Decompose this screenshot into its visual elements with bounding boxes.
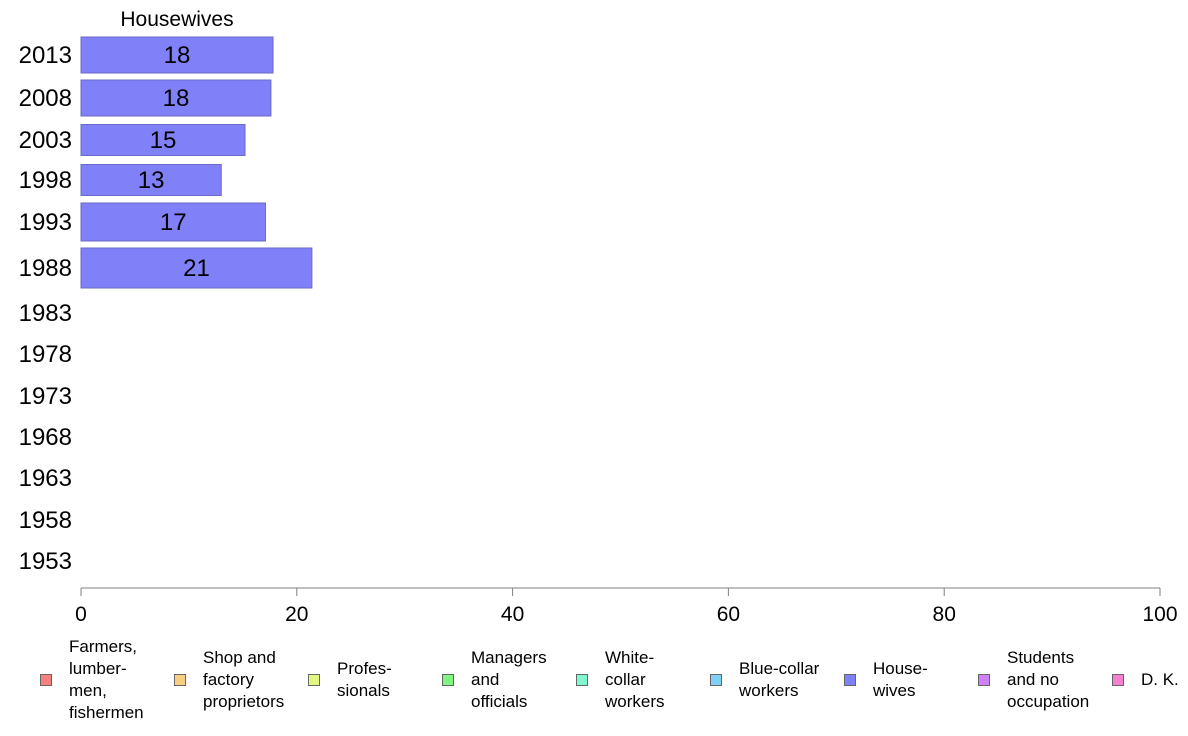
bar-data-label: 18	[164, 42, 191, 69]
legend-swatch	[978, 674, 990, 686]
bar-data-label: 17	[160, 209, 187, 236]
legend-item: Farmers, lumber- men, fishermen	[40, 637, 144, 722]
legend-label: House- wives	[873, 659, 928, 700]
bar	[80, 247, 313, 289]
legend-item: Students and no occupation	[978, 640, 1089, 720]
bar	[80, 202, 267, 242]
legend-item: House- wives	[844, 640, 928, 720]
legend-item: Blue-collar workers	[710, 640, 819, 720]
x-tick-label: 100	[1142, 603, 1177, 626]
bar	[80, 79, 272, 117]
y-tick-label: 1998	[19, 167, 72, 194]
bar	[80, 36, 274, 74]
y-tick-label: 2003	[19, 127, 72, 154]
legend-item: White- collar workers	[576, 640, 665, 720]
chart-title: Housewives	[120, 8, 233, 31]
legend-item: Profes- sionals	[308, 640, 392, 720]
y-tick-label: 1973	[19, 383, 72, 410]
x-tick-label: 0	[75, 603, 87, 626]
legend-swatch	[308, 674, 320, 686]
bar-data-label: 21	[183, 255, 210, 282]
legend-label: Shop and factory proprietors	[203, 648, 285, 711]
legend-item: D. K.	[1112, 640, 1179, 720]
bar-data-label: 18	[163, 85, 190, 112]
legend-swatch	[40, 674, 52, 686]
y-axis-labels: 2013 2008 2003 1998 1993 1988 1983 1978 1973 1968…	[19, 42, 72, 575]
legend-swatch	[174, 674, 186, 686]
bar	[80, 124, 246, 156]
legend-swatch	[844, 674, 856, 686]
y-tick-label: 1953	[19, 548, 72, 575]
legend: Farmers, lumber- men, fishermen Shop and …	[0, 637, 1188, 730]
bar-data-label: 15	[150, 127, 177, 154]
legend-item: Shop and factory proprietors	[174, 640, 284, 720]
legend-swatch	[1112, 674, 1124, 686]
y-tick-label: 1983	[19, 300, 72, 327]
y-tick-label: 1968	[19, 424, 72, 451]
x-tick-label: 20	[285, 603, 308, 626]
legend-swatch	[710, 674, 722, 686]
legend-label: Managers and officials	[471, 648, 547, 711]
x-tick-label: 80	[933, 603, 956, 626]
bar	[80, 164, 222, 196]
x-axis: 0 20 40 60 80 100	[75, 587, 1178, 626]
y-tick-label: 1993	[19, 209, 72, 236]
legend-label: Students and no occupation	[1007, 648, 1090, 711]
x-tick-label: 40	[501, 603, 524, 626]
bar-data-label: 13	[138, 167, 165, 194]
legend-swatch	[576, 674, 588, 686]
legend-label: White- collar workers	[605, 648, 665, 711]
y-tick-label: 2008	[19, 85, 72, 112]
legend-label: Farmers, lumber- men, fishermen	[69, 637, 144, 722]
y-tick-label: 1988	[19, 255, 72, 282]
legend-label: D. K.	[1141, 670, 1179, 689]
y-tick-label: 1958	[19, 507, 72, 534]
bar-chart: Housewives 18 18 15 13 17 21 2013 2008 2003 1998…	[19, 8, 1178, 626]
x-tick-label: 60	[717, 603, 740, 626]
y-tick-label: 2013	[19, 42, 72, 69]
y-tick-label: 1978	[19, 341, 72, 368]
bars-group: 18 18 15 13 17 21	[80, 36, 313, 289]
legend-item: Managers and officials	[442, 640, 547, 720]
legend-swatch	[442, 674, 454, 686]
legend-label: Blue-collar workers	[739, 659, 820, 700]
legend-label: Profes- sionals	[337, 659, 392, 700]
y-tick-label: 1963	[19, 465, 72, 492]
